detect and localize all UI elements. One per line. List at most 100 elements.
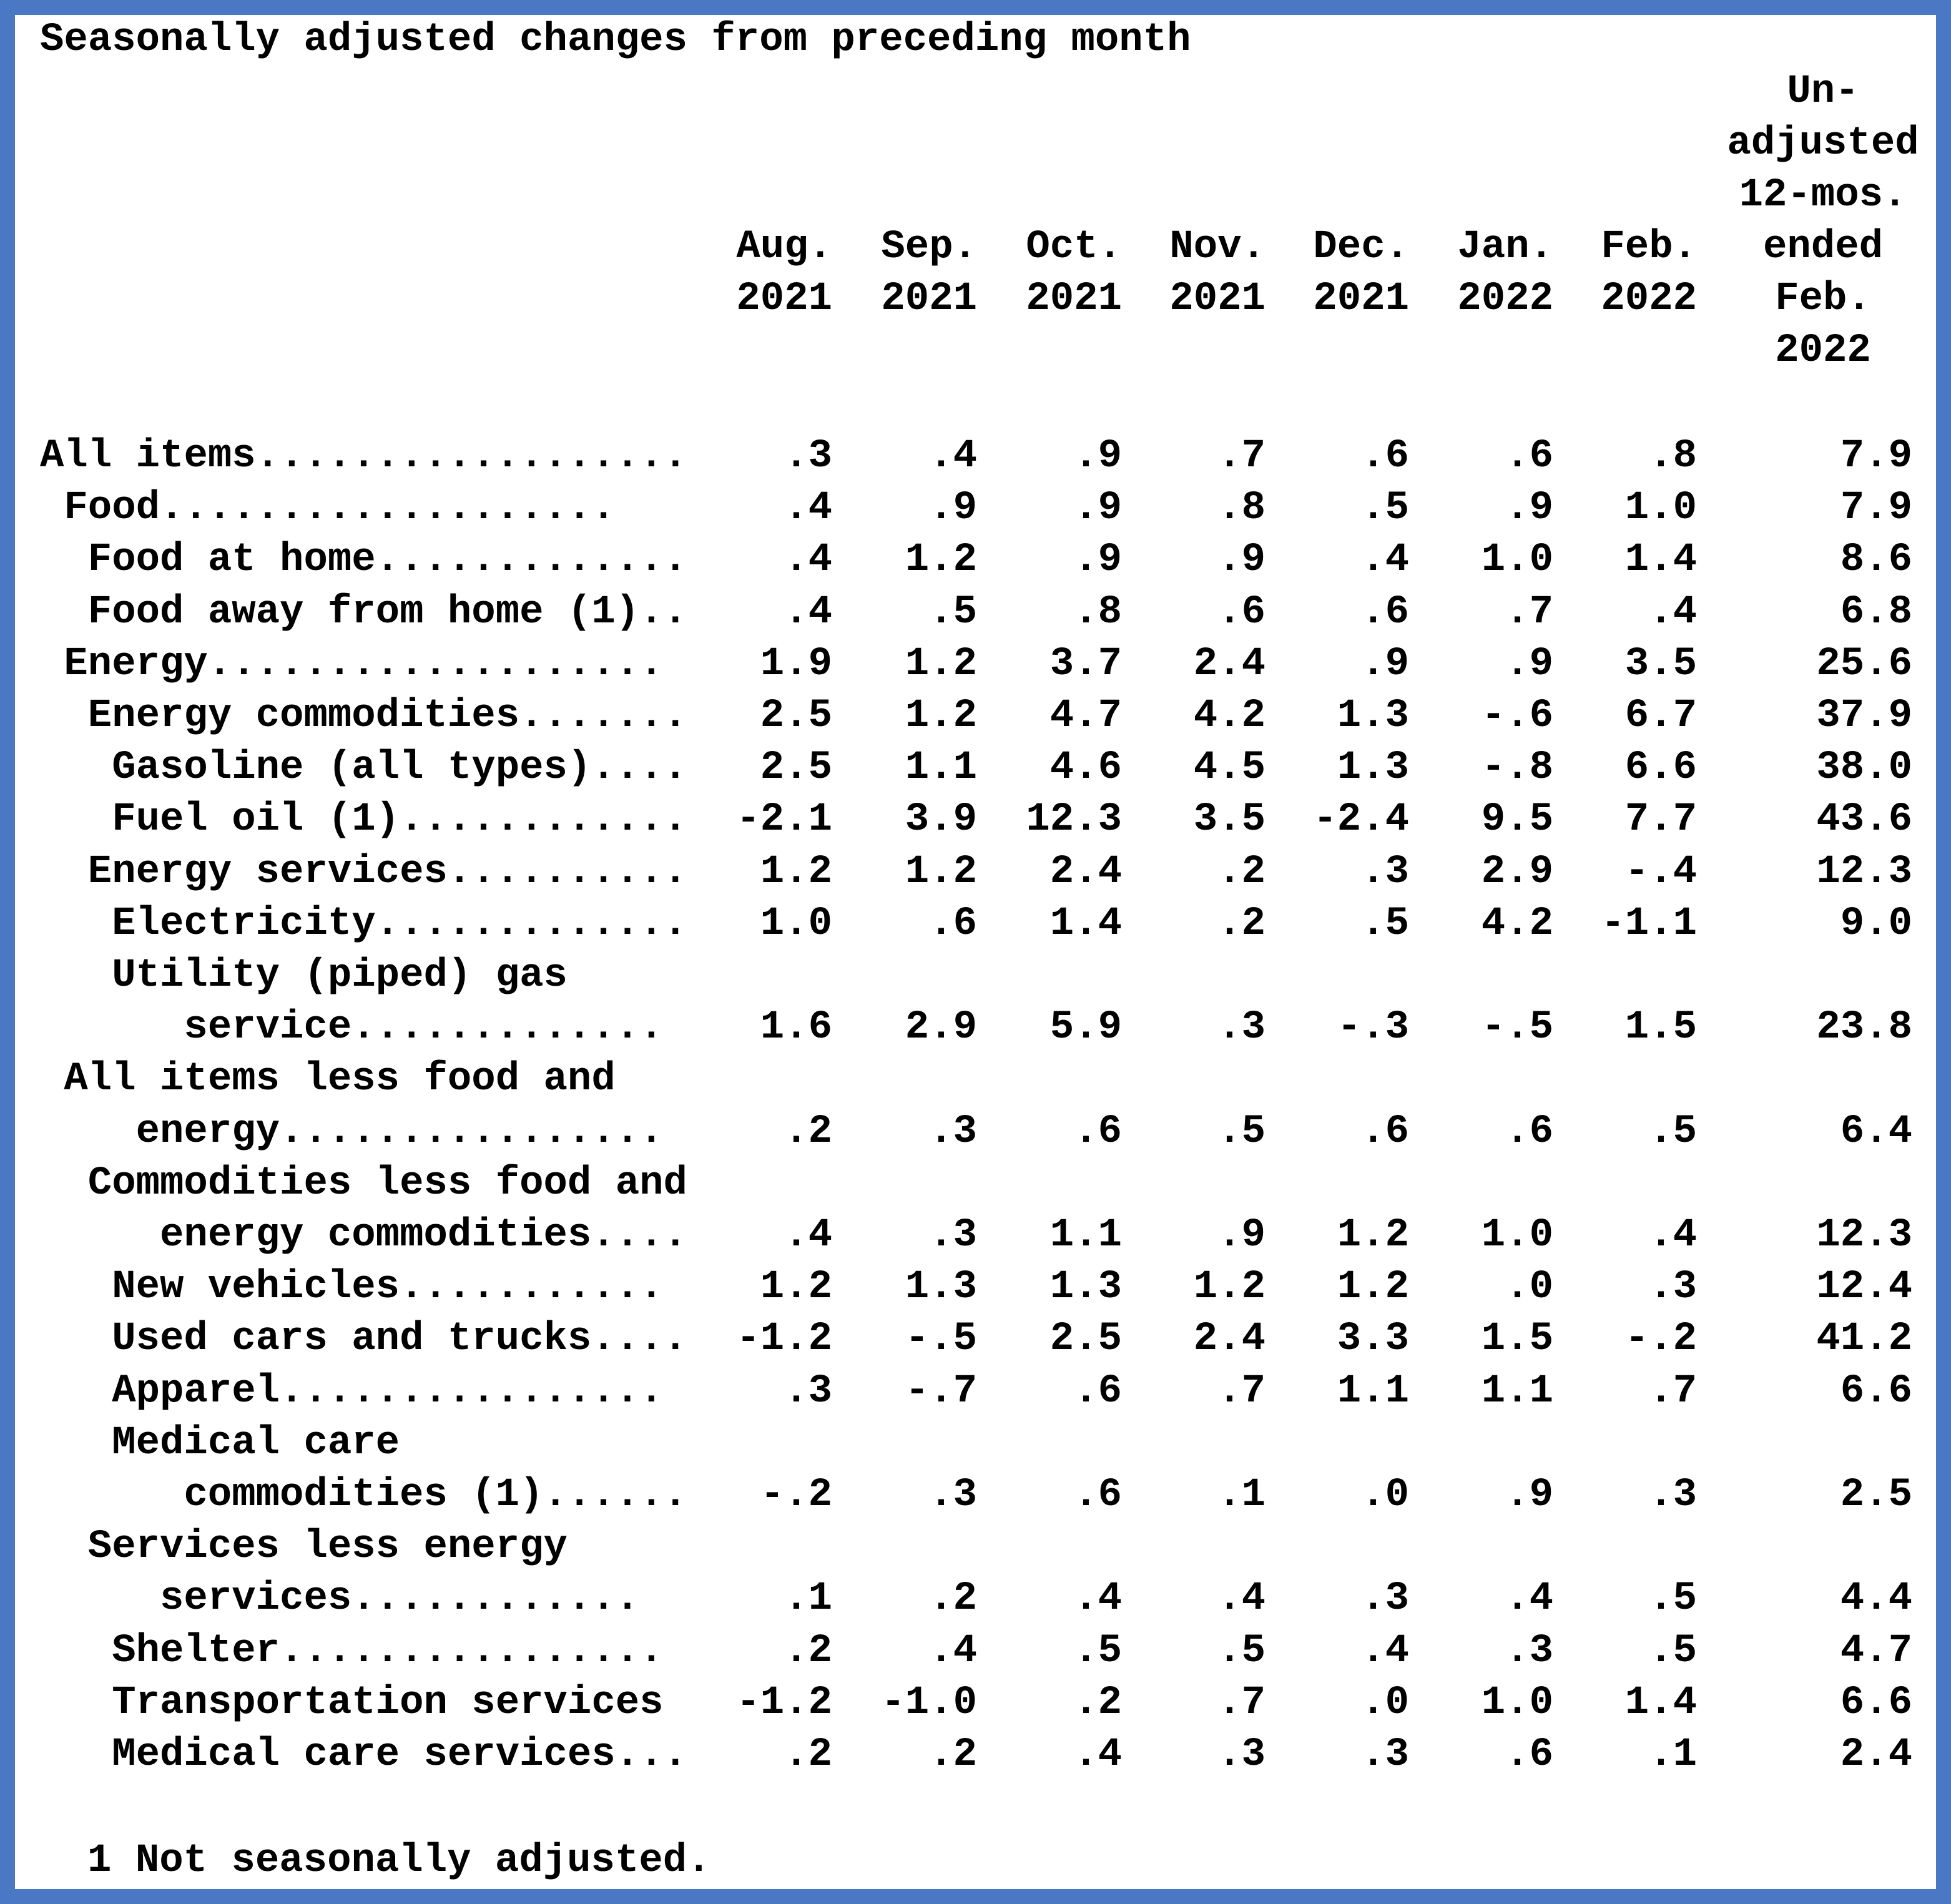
cell-monthly-change: 1.1 [1481, 1368, 1553, 1414]
cell-monthly-change: 1.2 [905, 641, 977, 687]
cell-monthly-change: .5 [1649, 1109, 1697, 1154]
cell-monthly-change: .4 [1361, 537, 1409, 583]
unadjusted-header-line: 12-mos. [1739, 173, 1907, 218]
cell-unadjusted-12mo: 6.6 [1840, 1368, 1912, 1414]
row-label: Energy commodities....... [87, 694, 687, 739]
cell-monthly-change: .0 [1505, 1265, 1553, 1310]
cell-monthly-change: -1.2 [736, 1317, 832, 1362]
cell-monthly-change: 1.2 [905, 849, 977, 895]
cell-monthly-change: .6 [1074, 1368, 1122, 1414]
cell-monthly-change: .9 [929, 486, 977, 531]
cell-monthly-change: .4 [1217, 1576, 1265, 1622]
cell-monthly-change: 1.2 [1337, 1213, 1409, 1258]
cell-monthly-change: .4 [1649, 589, 1697, 635]
row-label: Medical care [112, 1420, 400, 1466]
cell-monthly-change: .6 [1505, 1732, 1553, 1777]
cell-monthly-change: 3.9 [905, 797, 977, 843]
cell-monthly-change: .3 [1505, 1628, 1553, 1674]
column-header-month: Dec. [1313, 225, 1409, 270]
cell-monthly-change: 1.2 [1337, 1265, 1409, 1310]
unadjusted-header-line: Un- [1787, 69, 1859, 114]
cell-monthly-change: .6 [929, 901, 977, 946]
row-label: Medical care services... [112, 1732, 687, 1777]
cell-monthly-change: .3 [1361, 1576, 1409, 1622]
cell-monthly-change: 1.0 [1481, 1213, 1553, 1258]
cell-monthly-change: 2.5 [1049, 1317, 1122, 1362]
cell-monthly-change: 7.7 [1624, 797, 1697, 843]
cell-monthly-change: .4 [784, 486, 832, 531]
cell-monthly-change: .2 [784, 1732, 832, 1777]
cell-monthly-change: 6.6 [1624, 745, 1697, 791]
cell-monthly-change: 1.0 [1624, 486, 1697, 531]
cell-unadjusted-12mo: 7.9 [1840, 486, 1912, 531]
cell-monthly-change: .9 [1505, 641, 1553, 687]
cell-monthly-change: 1.0 [1481, 537, 1553, 583]
cell-monthly-change: -1.1 [1601, 901, 1697, 946]
cell-monthly-change: -.5 [1481, 1005, 1553, 1051]
cell-monthly-change: .5 [1649, 1628, 1697, 1674]
cell-unadjusted-12mo: 9.0 [1840, 901, 1912, 946]
row-label: Energy................... [64, 641, 664, 687]
cell-monthly-change: .5 [1649, 1576, 1697, 1622]
cell-monthly-change: .3 [1649, 1265, 1697, 1310]
cell-monthly-change: .4 [1361, 1628, 1409, 1674]
cell-monthly-change: 1.2 [905, 537, 977, 583]
cell-monthly-change: -.6 [1481, 694, 1553, 739]
row-label: Used cars and trucks.... [112, 1317, 687, 1362]
cell-monthly-change: .2 [1074, 1680, 1122, 1725]
column-header-month: Sep. [881, 225, 977, 270]
cell-monthly-change: 1.5 [1481, 1317, 1553, 1362]
row-label: Electricity............. [112, 901, 687, 946]
column-header-year: 2021 [881, 277, 977, 321]
cell-monthly-change: .6 [1361, 589, 1409, 635]
row-label: service............. [184, 1005, 664, 1051]
cell-monthly-change: .2 [1217, 901, 1265, 946]
footnote: 1 Not seasonally adjusted. [87, 1838, 711, 1883]
unadjusted-header-line: Feb. [1775, 277, 1871, 321]
cell-monthly-change: .5 [1361, 486, 1409, 531]
column-header-month: Feb. [1601, 225, 1697, 270]
cell-monthly-change: .3 [929, 1109, 977, 1154]
cell-monthly-change: -2.1 [736, 797, 832, 843]
row-label: Shelter................ [112, 1628, 664, 1674]
cell-monthly-change: .5 [1217, 1628, 1265, 1674]
cell-monthly-change: .3 [1217, 1732, 1265, 1777]
cell-monthly-change: 1.1 [905, 745, 977, 791]
cell-monthly-change: 1.2 [1193, 1265, 1265, 1310]
table-title: Seasonally adjusted changes from precedi… [40, 17, 1191, 62]
cell-monthly-change: 2.4 [1193, 641, 1265, 687]
cell-monthly-change: .6 [1361, 434, 1409, 479]
row-label: Apparel................ [112, 1368, 664, 1414]
cell-monthly-change: 1.1 [1049, 1213, 1122, 1258]
cell-unadjusted-12mo: 23.8 [1816, 1005, 1912, 1051]
cell-unadjusted-12mo: 4.4 [1840, 1576, 1912, 1622]
cell-unadjusted-12mo: 37.9 [1816, 694, 1912, 739]
cell-monthly-change: .1 [784, 1576, 832, 1622]
cell-monthly-change: .7 [1217, 1368, 1265, 1414]
cell-monthly-change: .2 [784, 1109, 832, 1154]
cell-monthly-change: .8 [1074, 589, 1122, 635]
cell-monthly-change: .4 [1649, 1213, 1697, 1258]
cell-monthly-change: .3 [929, 1473, 977, 1518]
cell-monthly-change: .2 [929, 1576, 977, 1622]
cell-unadjusted-12mo: 7.9 [1840, 434, 1912, 479]
cell-monthly-change: .9 [1074, 434, 1122, 479]
cell-monthly-change: 4.2 [1193, 694, 1265, 739]
cell-monthly-change: .6 [1217, 589, 1265, 635]
cell-monthly-change: .3 [784, 434, 832, 479]
cell-unadjusted-12mo: 2.4 [1840, 1732, 1912, 1777]
cell-monthly-change: .1 [1649, 1732, 1697, 1777]
cell-monthly-change: 5.9 [1049, 1005, 1122, 1051]
cell-monthly-change: .3 [1217, 1005, 1265, 1051]
cell-monthly-change: -.3 [1337, 1005, 1409, 1051]
row-label: Energy services.......... [87, 849, 687, 895]
cell-monthly-change: -.5 [905, 1317, 977, 1362]
cell-monthly-change: .4 [784, 537, 832, 583]
cell-monthly-change: 3.5 [1193, 797, 1265, 843]
cell-monthly-change: .4 [929, 1628, 977, 1674]
cell-monthly-change: .7 [1649, 1368, 1697, 1414]
cell-monthly-change: .5 [929, 589, 977, 635]
cell-unadjusted-12mo: 8.6 [1840, 537, 1912, 583]
cell-monthly-change: .4 [1074, 1576, 1122, 1622]
cell-monthly-change: .0 [1361, 1680, 1409, 1725]
